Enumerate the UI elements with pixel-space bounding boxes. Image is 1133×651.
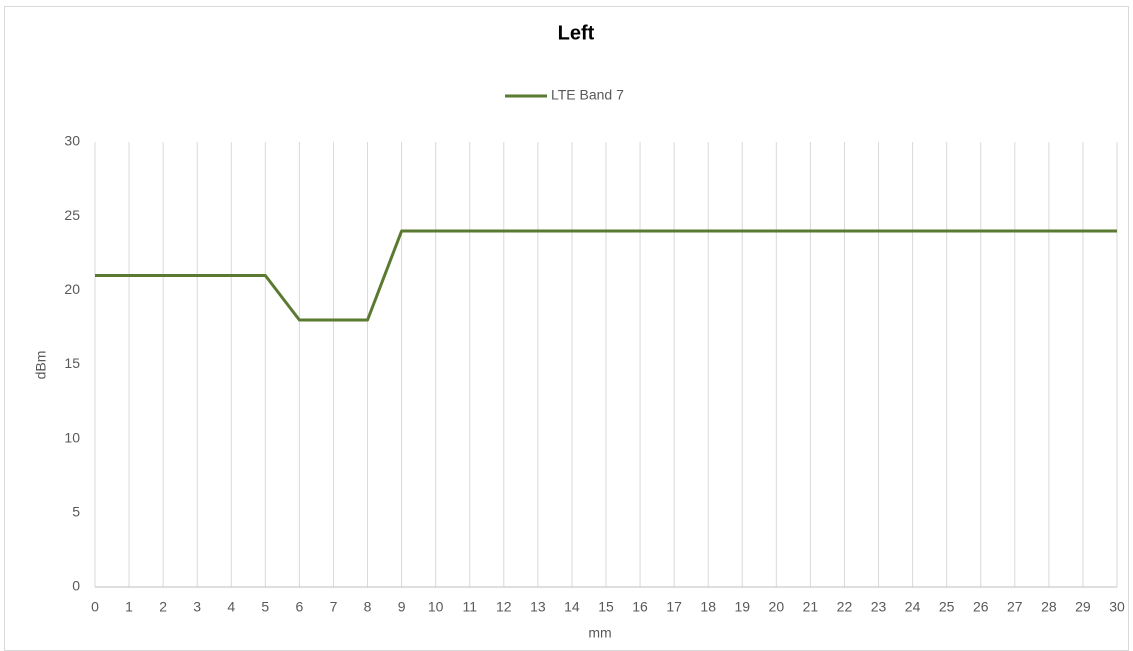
x-tick-label: 10 [428,599,444,615]
x-tick-label: 13 [530,599,546,615]
y-tick-label: 5 [72,504,80,520]
chart-title: Left [558,22,595,44]
x-tick-label: 11 [462,599,477,615]
x-tick-label: 25 [939,599,955,615]
y-tick-label: 30 [64,133,80,149]
y-tick-label: 20 [64,281,80,297]
x-tick-label: 24 [905,599,921,615]
x-tick-label: 19 [734,599,750,615]
x-tick-label: 30 [1109,599,1125,615]
x-tick-label: 8 [364,599,372,615]
x-tick-label: 2 [159,599,167,615]
x-tick-label: 0 [91,599,99,615]
x-tick-label: 7 [330,599,338,615]
x-tick-label: 1 [125,599,133,615]
x-tick-label: 20 [769,599,785,615]
x-tick-label: 5 [261,599,269,615]
x-tick-label: 9 [398,599,406,615]
x-tick-label: 17 [666,599,682,615]
y-tick-label: 0 [72,578,80,594]
x-tick-label: 16 [632,599,648,615]
y-axis-label: dBm [33,351,49,380]
x-tick-label: 4 [227,599,235,615]
x-tick-label: 14 [564,599,580,615]
x-tick-label: 23 [871,599,887,615]
x-tick-label: 22 [837,599,853,615]
x-tick-label: 12 [496,599,512,615]
x-tick-label: 18 [700,599,716,615]
x-tick-label: 28 [1041,599,1057,615]
y-tick-label: 25 [64,207,80,223]
x-axis-label: mm [588,625,611,641]
x-tick-label: 26 [973,599,989,615]
y-tick-label: 10 [64,429,80,445]
x-tick-label: 27 [1007,599,1023,615]
line-series [95,229,1117,322]
legend-label: LTE Band 7 [551,87,624,103]
x-tick-label: 6 [296,599,304,615]
x-tick-label: 29 [1075,599,1091,615]
x-tick-label: 15 [598,599,614,615]
x-tick-label: 21 [803,599,819,615]
x-tick-label: 3 [193,599,201,615]
chart-border [4,6,1129,651]
y-tick-label: 15 [64,355,80,371]
